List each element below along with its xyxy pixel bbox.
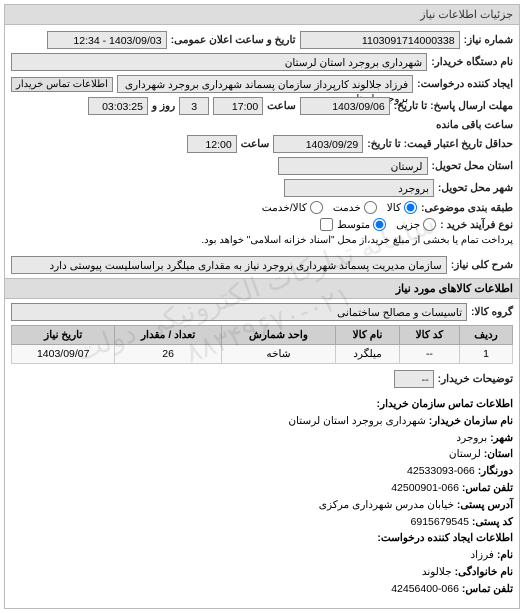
days-field: 3: [179, 97, 209, 115]
category-label: طبقه بندی موضوعی:: [421, 202, 513, 214]
days-label: روز و: [152, 100, 175, 112]
td-2: میلگرد: [336, 345, 400, 364]
time-label-2: ساعت: [241, 138, 270, 150]
family-label: نام خانوادگی:: [455, 566, 513, 578]
city-field: بروجرد: [284, 179, 434, 197]
remain-field: 03:03:25: [88, 97, 148, 115]
details-panel: جزئیات اطلاعات نیاز شماره نیاز: 11030917…: [4, 4, 520, 609]
goods-section-header: اطلاعات کالاهای مورد نیاز: [5, 278, 519, 299]
deadline-label: مهلت ارسال پاسخ: تا تاریخ:: [394, 100, 513, 112]
fax-label: دورنگار:: [478, 465, 513, 477]
purchase-note: پرداخت تمام یا بخشی از مبلغ خرید،از محل …: [201, 235, 513, 246]
purchase-radios: جزیی متوسط: [337, 218, 436, 231]
need-no-label: شماره نیاز:: [464, 34, 513, 46]
td-5: 1403/09/07: [12, 345, 115, 364]
goods-radio[interactable]: [404, 201, 417, 214]
need-no-field: 1103091714000338: [300, 31, 460, 49]
contact-section1-title: اطلاعات تماس سازمان خریدار:: [377, 398, 513, 410]
partial-radio-item[interactable]: جزیی: [396, 218, 436, 231]
th-3: واحد شمارش: [221, 326, 335, 345]
table-row: 1 -- میلگرد شاخه 26 1403/09/07: [12, 345, 513, 364]
service-radio[interactable]: [364, 201, 377, 214]
treasury-checkbox[interactable]: [320, 218, 333, 231]
need-desc-label: شرح کلی نیاز:: [451, 259, 513, 271]
td-3: شاخه: [221, 345, 335, 364]
time-label-1: ساعت: [267, 100, 296, 112]
validity-time-field: 12:00: [187, 135, 237, 153]
td-1: --: [399, 345, 459, 364]
goods-group-field: تاسیسات و مصالح ساختمانی: [11, 303, 467, 321]
td-0: 1: [459, 345, 512, 364]
contact-phone2-label: تلفن تماس:: [462, 583, 513, 595]
contact-section2-title: اطلاعات ایجاد کننده درخواست:: [377, 532, 513, 544]
province-field: لرستان: [278, 157, 428, 175]
addr-value: خیابان مدرس شهرداری مرکزی: [319, 499, 454, 511]
fax-value: 066-42533093: [407, 465, 475, 477]
td-4: 26: [115, 345, 221, 364]
contact-phone-label: تلفن تماس:: [462, 482, 513, 494]
both-radio-item[interactable]: کالا/خدمت: [262, 201, 323, 214]
th-4: تعداد / مقدار: [115, 326, 221, 345]
goods-group-label: گروه کالا:: [471, 306, 513, 318]
contact-province-value: لرستان: [449, 448, 481, 460]
service-radio-item[interactable]: خدمت: [333, 201, 377, 214]
category-radios: کالا خدمت کالا/خدمت: [262, 201, 417, 214]
contact-city-label: شهر:: [490, 432, 513, 444]
contact-block: اطلاعات تماس سازمان خریدار: نام سازمان خ…: [11, 392, 513, 602]
th-2: نام کالا: [336, 326, 400, 345]
validity-date-field: 1403/09/29: [273, 135, 363, 153]
th-5: تاریخ نیاز: [12, 326, 115, 345]
contact-phone-value: 066-42500901: [391, 482, 459, 494]
goods-radio-item[interactable]: کالا: [387, 201, 417, 214]
contact-city-value: بروجرد: [456, 432, 487, 444]
buyer-org-field: شهرداری بروجرد استان لرستان: [11, 53, 427, 71]
deadline-date-field: 1403/09/06: [300, 97, 390, 115]
addr-label: آدرس پستی:: [457, 499, 513, 511]
family-value: جلالوند: [422, 566, 452, 578]
medium-radio-item[interactable]: متوسط: [337, 218, 386, 231]
buyer-notes-field: --: [394, 370, 434, 388]
purchase-type-label: نوع فرآیند خرید :: [440, 219, 513, 231]
requester-field: فرزاد جلالوند کارپرداز سازمان پسماند شهر…: [117, 75, 413, 93]
announce-label: تاریخ و ساعت اعلان عمومی:: [171, 34, 296, 46]
buyer-org-label: نام دستگاه خریدار:: [431, 56, 513, 68]
postal-label: کد پستی:: [472, 516, 513, 528]
contact-phone2-value: 066-42456400: [391, 583, 459, 595]
requester-label: ایجاد کننده درخواست:: [417, 78, 513, 90]
contact-info-button[interactable]: اطلاعات تماس خریدار: [11, 77, 113, 92]
province-label: استان محل تحویل:: [432, 160, 513, 172]
buyer-notes-label: توضیحات خریدار:: [438, 373, 513, 385]
remain-label: ساعت باقی مانده: [436, 119, 513, 131]
name-label: نام:: [497, 549, 513, 561]
panel-title: جزئیات اطلاعات نیاز: [5, 5, 519, 25]
announce-field: 1403/09/03 - 12:34: [47, 31, 167, 49]
both-radio[interactable]: [310, 201, 323, 214]
city-label: شهر محل تحویل:: [438, 182, 513, 194]
org-label: نام سازمان خریدار:: [429, 415, 513, 427]
goods-table: ردیف کد کالا نام کالا واحد شمارش تعداد /…: [11, 325, 513, 364]
name-value: فرزاد: [470, 549, 493, 561]
validity-label: حداقل تاریخ اعتبار قیمت: تا تاریخ:: [367, 138, 513, 150]
org-value: شهرداری بروجرد استان لرستان: [288, 415, 425, 427]
th-0: ردیف: [459, 326, 512, 345]
medium-radio[interactable]: [373, 218, 386, 231]
contact-province-label: استان:: [484, 448, 513, 460]
th-1: کد کالا: [399, 326, 459, 345]
deadline-time-field: 17:00: [213, 97, 263, 115]
partial-radio[interactable]: [423, 218, 436, 231]
need-desc-field: سازمان مدیریت پسماند شهرداری بروجرد نیاز…: [11, 256, 447, 274]
postal-value: 6915679545: [411, 516, 469, 528]
